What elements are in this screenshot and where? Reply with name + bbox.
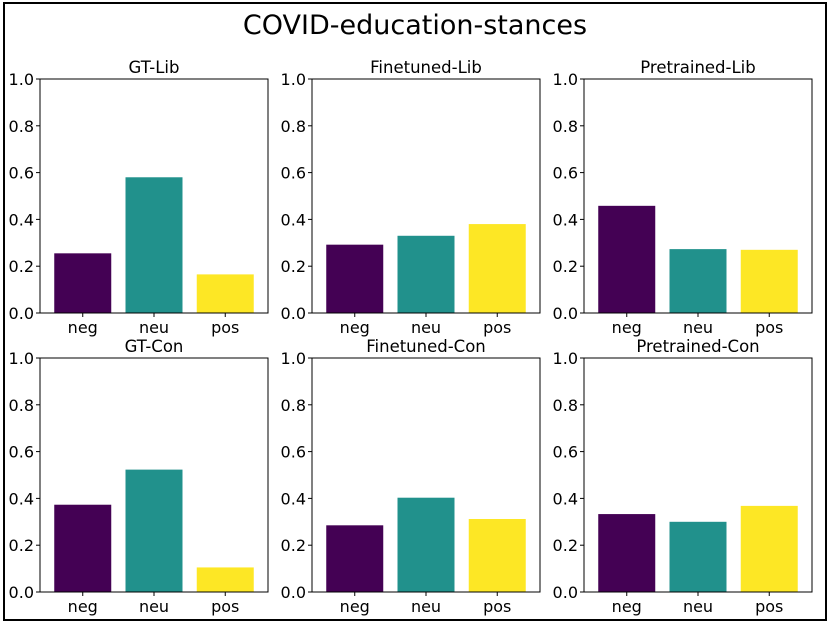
- y-tick-label: 0.0: [9, 583, 34, 602]
- bar-neu: [125, 177, 183, 313]
- x-tick-label: neg: [68, 597, 98, 616]
- x-tick-label: neg: [68, 318, 98, 337]
- bar-neu: [397, 235, 455, 313]
- bar-neg: [326, 525, 384, 592]
- x-tick-label: pos: [755, 597, 783, 616]
- y-tick-label: 0.4: [9, 210, 34, 229]
- y-tick-label: 0.8: [9, 117, 34, 136]
- y-tick-label: 0.4: [281, 210, 306, 229]
- y-tick-label: 0.0: [553, 304, 578, 323]
- subplot-title: Pretrained-Con: [636, 337, 759, 356]
- x-tick-label: pos: [483, 597, 511, 616]
- x-tick-label: pos: [211, 318, 239, 337]
- bar-neg: [54, 253, 112, 313]
- y-tick-label: 0.6: [553, 443, 578, 462]
- bar-pos: [196, 567, 254, 592]
- y-tick-label: 0.6: [281, 164, 306, 183]
- y-tick-label: 0.6: [553, 164, 578, 183]
- x-tick-label: neu: [411, 318, 441, 337]
- bar-neg: [598, 514, 656, 592]
- bar-pos: [468, 224, 526, 313]
- x-tick-label: neu: [683, 318, 713, 337]
- bar-neu: [669, 249, 727, 313]
- x-tick-label: neg: [340, 597, 370, 616]
- x-tick-label: neu: [411, 597, 441, 616]
- subplot-title: GT-Con: [125, 337, 184, 356]
- y-tick-label: 0.8: [281, 117, 306, 136]
- y-tick-label: 0.4: [281, 489, 306, 508]
- bar-pos: [196, 274, 254, 313]
- subplot-title: Finetuned-Lib: [370, 58, 482, 77]
- y-tick-label: 0.8: [553, 396, 578, 415]
- y-tick-label: 1.0: [9, 70, 34, 89]
- subplot-title: Pretrained-Lib: [640, 58, 755, 77]
- y-tick-label: 0.6: [9, 443, 34, 462]
- y-tick-label: 0.0: [281, 583, 306, 602]
- x-tick-label: pos: [211, 597, 239, 616]
- subplot-pretrained-con: Pretrained-Con 0.0 0.2 0.4 0.6 0.8 1.0 neg neu po…: [553, 337, 813, 616]
- y-tick-label: 0.2: [553, 536, 578, 555]
- x-tick-label: pos: [483, 318, 511, 337]
- y-tick-label: 0.2: [9, 257, 34, 276]
- subplot-pretrained-lib: Pretrained-Lib 0.0 0.2 0.4 0.6 0.8 1.0 neg neu po…: [553, 58, 813, 337]
- y-tick-label: 0.6: [9, 164, 34, 183]
- bar-neg: [54, 504, 112, 592]
- x-tick-label: neu: [139, 597, 169, 616]
- bar-neu: [669, 521, 727, 592]
- y-tick-label: 1.0: [281, 70, 306, 89]
- y-tick-label: 1.0: [553, 349, 578, 368]
- y-tick-label: 1.0: [553, 70, 578, 89]
- y-tick-label: 0.8: [281, 396, 306, 415]
- y-tick-label: 0.2: [281, 257, 306, 276]
- bar-neg: [326, 244, 384, 313]
- y-tick-label: 0.0: [553, 583, 578, 602]
- bar-pos: [740, 249, 798, 313]
- y-tick-label: 1.0: [281, 349, 306, 368]
- y-tick-label: 0.2: [553, 257, 578, 276]
- subplot-finetuned-lib: Finetuned-Lib 0.0 0.2 0.4 0.6 0.8 1.0 neg neu pos: [281, 58, 541, 337]
- bar-pos: [468, 518, 526, 592]
- x-tick-label: neu: [139, 318, 169, 337]
- subplot-title: GT-Lib: [129, 58, 180, 77]
- y-tick-label: 0.4: [553, 489, 578, 508]
- bar-pos: [740, 505, 798, 592]
- bar-neu: [125, 469, 183, 592]
- y-tick-label: 1.0: [9, 349, 34, 368]
- subplot-gt-lib: GT-Lib 0.0 0.2 0.4 0.6 0.8 1.0 neg neu pos: [9, 58, 269, 337]
- y-tick-label: 0.2: [281, 536, 306, 555]
- y-tick-label: 0.0: [9, 304, 34, 323]
- y-tick-label: 0.8: [553, 117, 578, 136]
- y-tick-label: 0.6: [281, 443, 306, 462]
- x-tick-label: neg: [612, 597, 642, 616]
- subplot-finetuned-con: Finetuned-Con 0.0 0.2 0.4 0.6 0.8 1.0 neg neu pos: [281, 337, 541, 616]
- y-tick-label: 0.2: [9, 536, 34, 555]
- y-tick-label: 0.4: [9, 489, 34, 508]
- subplot-title: Finetuned-Con: [366, 337, 486, 356]
- x-tick-label: neg: [340, 318, 370, 337]
- x-tick-label: neu: [683, 597, 713, 616]
- subplot-gt-con: GT-Con 0.0 0.2 0.4 0.6 0.8 1.0 neg neu pos: [9, 337, 269, 616]
- bar-neg: [598, 205, 656, 313]
- bar-neu: [397, 497, 455, 592]
- x-tick-label: neg: [612, 318, 642, 337]
- y-tick-label: 0.8: [9, 396, 34, 415]
- y-tick-label: 0.4: [553, 210, 578, 229]
- figure-title: COVID-education-stances: [243, 10, 587, 41]
- x-tick-label: pos: [755, 318, 783, 337]
- y-tick-label: 0.0: [281, 304, 306, 323]
